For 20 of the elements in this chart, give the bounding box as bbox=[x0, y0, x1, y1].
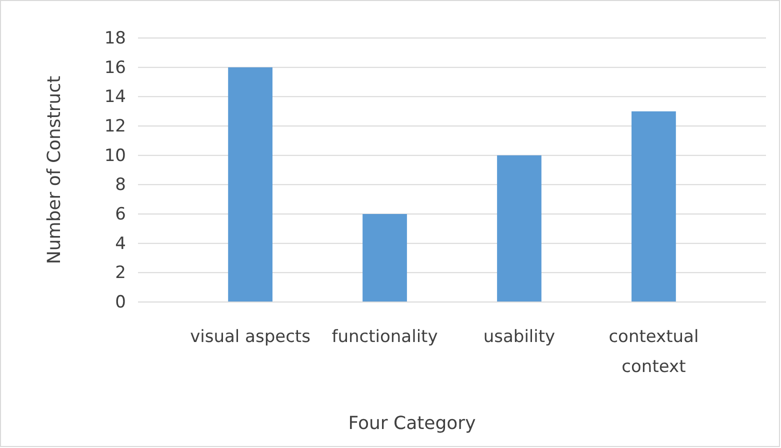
y-tick-label: 6 bbox=[115, 204, 126, 224]
x-tick-label: contextual context bbox=[608, 327, 699, 377]
y-tick-label: 8 bbox=[115, 175, 126, 196]
y-tick-label: 12 bbox=[104, 116, 126, 136]
x-tick-label: functionality bbox=[332, 327, 438, 347]
y-tick-label: 0 bbox=[115, 292, 126, 312]
y-tick-label: 18 bbox=[104, 28, 126, 48]
y-tick-label: 16 bbox=[104, 58, 126, 78]
y-tick-label: 4 bbox=[115, 234, 126, 254]
x-tick-label: usability bbox=[483, 327, 556, 347]
x-tick-label: visual aspects bbox=[190, 327, 311, 347]
bar bbox=[228, 67, 272, 302]
x-axis-title: Four Category bbox=[348, 413, 476, 434]
y-axis-title: Number of Construct bbox=[44, 76, 65, 264]
y-tick-label: 2 bbox=[115, 263, 126, 284]
y-tick-label: 14 bbox=[104, 87, 126, 108]
y-tick-label: 10 bbox=[104, 146, 126, 166]
bar bbox=[362, 214, 407, 302]
bar bbox=[632, 111, 676, 302]
bar bbox=[497, 155, 542, 302]
